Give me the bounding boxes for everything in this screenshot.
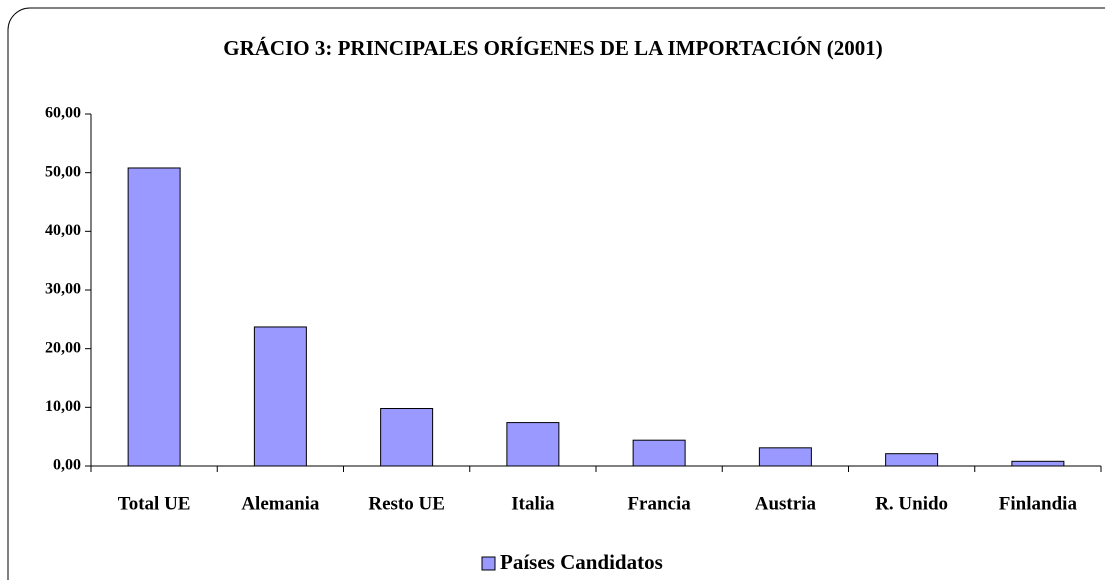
x-tick-label: Austria xyxy=(755,493,817,514)
y-tick-label: 60,00 xyxy=(45,105,81,122)
y-tick-label: 20,00 xyxy=(45,339,81,356)
bar xyxy=(380,408,434,467)
y-tick-label: 0,00 xyxy=(53,457,81,474)
y-tick-label: 40,00 xyxy=(45,222,81,239)
x-tick-label: Alemania xyxy=(241,493,320,514)
x-tick-label: Total UE xyxy=(118,493,191,514)
x-tick-label: R. Unido xyxy=(875,493,948,514)
bar xyxy=(253,326,307,467)
x-tick-label: Finlandia xyxy=(999,493,1078,514)
bar xyxy=(758,447,812,467)
bar xyxy=(127,167,181,467)
y-tick-label: 30,00 xyxy=(45,281,81,298)
bar xyxy=(885,453,939,467)
x-tick-label: Francia xyxy=(627,493,691,514)
legend-label: Países Candidatos xyxy=(500,550,663,574)
bar xyxy=(632,439,686,467)
y-tick-label: 10,00 xyxy=(45,398,81,415)
x-tick-label: Italia xyxy=(511,493,555,514)
chart-title: GRÁCIO 3: PRINCIPALES ORÍGENES DE LA IMP… xyxy=(223,36,882,60)
y-tick-label: 50,00 xyxy=(45,163,81,180)
bar xyxy=(1011,460,1065,467)
bar xyxy=(506,422,560,467)
legend-swatch xyxy=(481,556,496,571)
x-tick-label: Resto UE xyxy=(368,493,445,514)
